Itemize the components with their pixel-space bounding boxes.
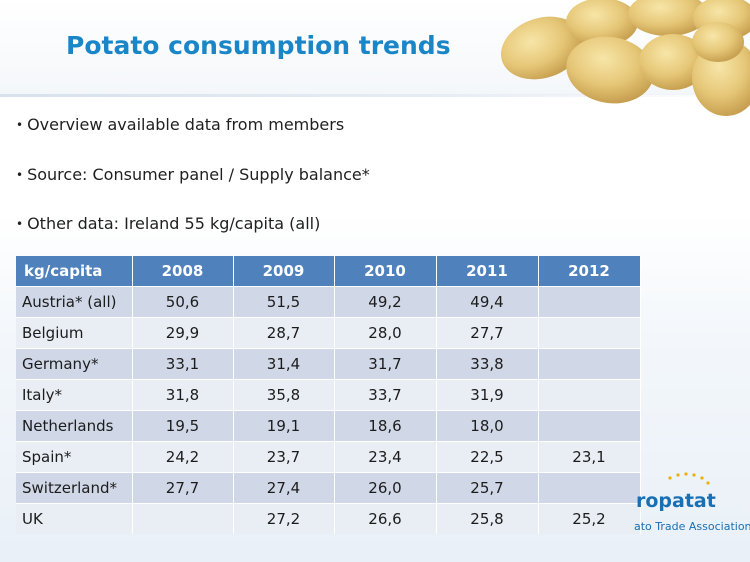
value-cell bbox=[538, 286, 641, 318]
table-row: Spain* 24,2 23,7 23,4 22,5 23,1 bbox=[16, 441, 641, 473]
value-cell bbox=[538, 472, 641, 504]
value-cell: 33,7 bbox=[334, 379, 437, 411]
column-header: 2009 bbox=[233, 256, 335, 287]
table-header-row: kg/capita 2008 2009 2010 2011 2012 bbox=[16, 256, 641, 287]
value-cell: 33,8 bbox=[436, 348, 539, 380]
country-cell: Italy* bbox=[16, 379, 133, 411]
value-cell: 50,6 bbox=[132, 286, 234, 318]
value-cell: 27,4 bbox=[233, 472, 335, 504]
value-cell bbox=[538, 379, 641, 411]
bullet-text: Overview available data from members bbox=[27, 115, 345, 134]
table-row: Netherlands 19,5 19,1 18,6 18,0 bbox=[16, 410, 641, 442]
value-cell: 25,2 bbox=[538, 503, 641, 534]
country-cell: Belgium bbox=[16, 317, 133, 349]
slide-title: Potato consumption trends bbox=[66, 31, 451, 60]
value-cell bbox=[538, 348, 641, 380]
country-cell: Germany* bbox=[16, 348, 133, 380]
value-cell: 49,2 bbox=[334, 286, 437, 318]
value-cell: 35,8 bbox=[233, 379, 335, 411]
bullet-item: • Overview available data from members bbox=[16, 115, 345, 134]
value-cell: 28,7 bbox=[233, 317, 335, 349]
value-cell: 31,7 bbox=[334, 348, 437, 380]
column-header: kg/capita bbox=[16, 256, 133, 287]
value-cell: 25,7 bbox=[436, 472, 539, 504]
value-cell: 22,5 bbox=[436, 441, 539, 473]
table-row: UK 27,2 26,6 25,8 25,2 bbox=[16, 503, 641, 534]
value-cell: 28,0 bbox=[334, 317, 437, 349]
value-cell: 19,5 bbox=[132, 410, 234, 442]
header-divider bbox=[0, 94, 750, 97]
country-cell: Austria* (all) bbox=[16, 286, 133, 318]
country-cell: Switzerland* bbox=[16, 472, 133, 504]
value-cell: 18,6 bbox=[334, 410, 437, 442]
value-cell bbox=[132, 503, 234, 534]
bullet-item: • Source: Consumer panel / Supply balance… bbox=[16, 165, 370, 184]
bullet-text: Other data: Ireland 55 kg/capita (all) bbox=[27, 214, 321, 233]
value-cell: 25,8 bbox=[436, 503, 539, 534]
value-cell: 31,8 bbox=[132, 379, 234, 411]
value-cell: 29,9 bbox=[132, 317, 234, 349]
value-cell: 33,1 bbox=[132, 348, 234, 380]
value-cell: 51,5 bbox=[233, 286, 335, 318]
value-cell: 31,4 bbox=[233, 348, 335, 380]
value-cell: 26,0 bbox=[334, 472, 437, 504]
bullet-item: • Other data: Ireland 55 kg/capita (all) bbox=[16, 214, 321, 233]
value-cell bbox=[538, 317, 641, 349]
value-cell: 19,1 bbox=[233, 410, 335, 442]
table-row: Switzerland* 27,7 27,4 26,0 25,7 bbox=[16, 472, 641, 504]
column-header: 2011 bbox=[436, 256, 539, 287]
potatoes-image bbox=[500, 0, 750, 116]
value-cell: 18,0 bbox=[436, 410, 539, 442]
value-cell: 27,7 bbox=[132, 472, 234, 504]
country-cell: Spain* bbox=[16, 441, 133, 473]
table-row: Belgium 29,9 28,7 28,0 27,7 bbox=[16, 317, 641, 349]
country-cell: UK bbox=[16, 503, 133, 534]
value-cell: 24,2 bbox=[132, 441, 234, 473]
country-cell: Netherlands bbox=[16, 410, 133, 442]
value-cell: 23,1 bbox=[538, 441, 641, 473]
stars-icon bbox=[668, 472, 710, 485]
value-cell bbox=[538, 410, 641, 442]
logo-name: ropatat bbox=[636, 490, 716, 512]
table-row: Germany* 33,1 31,4 31,7 33,8 bbox=[16, 348, 641, 380]
table-row: Italy* 31,8 35,8 33,7 31,9 bbox=[16, 379, 641, 411]
column-header: 2012 bbox=[538, 256, 641, 287]
table-row: Austria* (all) 50,6 51,5 49,2 49,4 bbox=[16, 286, 641, 318]
consumption-table: kg/capita 2008 2009 2010 2011 2012 Austr… bbox=[16, 256, 641, 534]
value-cell: 27,2 bbox=[233, 503, 335, 534]
value-cell: 23,7 bbox=[233, 441, 335, 473]
value-cell: 23,4 bbox=[334, 441, 437, 473]
europatat-logo: ropatat ato Trade Association bbox=[622, 470, 750, 540]
value-cell: 26,6 bbox=[334, 503, 437, 534]
column-header: 2010 bbox=[334, 256, 437, 287]
value-cell: 49,4 bbox=[436, 286, 539, 318]
value-cell: 31,9 bbox=[436, 379, 539, 411]
value-cell: 27,7 bbox=[436, 317, 539, 349]
logo-tagline: ato Trade Association bbox=[634, 520, 750, 533]
column-header: 2008 bbox=[132, 256, 234, 287]
bullet-text: Source: Consumer panel / Supply balance* bbox=[27, 165, 370, 184]
